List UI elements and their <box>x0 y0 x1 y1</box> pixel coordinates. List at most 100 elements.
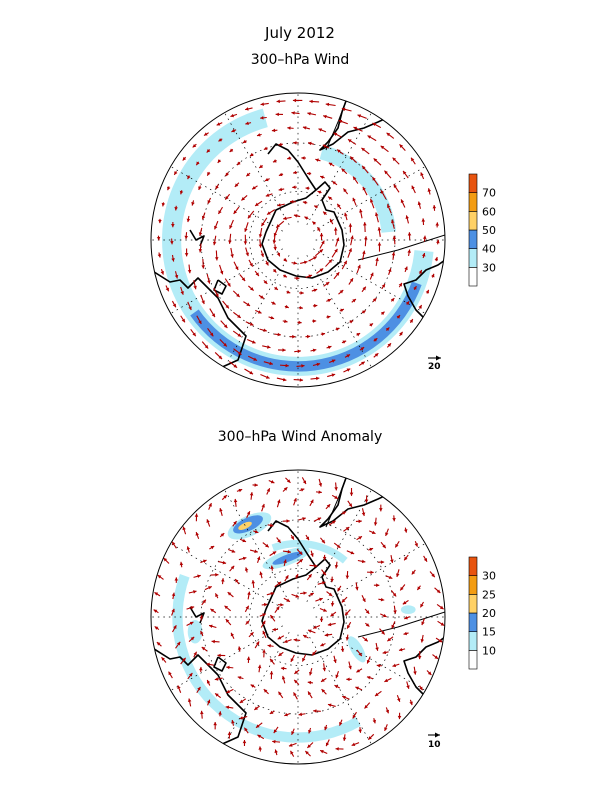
colorbar-tick-label: 10 <box>482 644 496 657</box>
wind-vector <box>225 705 234 710</box>
wind-vector <box>386 204 392 214</box>
wind-vector <box>380 613 387 618</box>
wind-vector <box>286 290 291 294</box>
wind-vector <box>357 114 367 119</box>
wind-vector <box>174 271 179 279</box>
wind-vector <box>206 273 211 284</box>
wind-vector <box>260 250 265 258</box>
colorbar-tick-label: 70 <box>482 187 496 200</box>
wind-vector <box>345 571 350 579</box>
wind-vector <box>294 669 300 675</box>
wind-vector <box>369 198 375 209</box>
wind-vector <box>361 594 366 603</box>
wind-vector <box>179 561 184 568</box>
wind-vector <box>380 145 389 153</box>
wind-vector <box>158 218 162 224</box>
colorbar-tick-label: 40 <box>482 243 496 256</box>
wind-vector <box>407 249 411 257</box>
wind-vector <box>387 636 394 642</box>
wind-vector <box>385 528 389 537</box>
wind-vector <box>297 320 302 325</box>
wind-vector <box>179 190 184 195</box>
wind-vector <box>437 620 445 627</box>
wind-vector <box>278 187 285 192</box>
wind-vector <box>334 561 339 569</box>
wind-vector <box>242 739 247 746</box>
wind-vector <box>187 698 192 707</box>
antarctica-coastline <box>261 181 345 279</box>
wind-vector <box>432 654 439 660</box>
wind-vector <box>335 237 340 247</box>
wind-vector <box>429 571 436 578</box>
wind-vector <box>272 235 277 244</box>
wind-vector <box>193 574 201 578</box>
wind-vector <box>296 364 305 368</box>
wind-vector <box>325 259 333 267</box>
wind-vector <box>432 205 437 211</box>
wind-vector <box>362 636 369 642</box>
wind-vector <box>340 646 345 653</box>
wind-vector <box>343 526 350 532</box>
wind-vector <box>364 608 370 615</box>
wind-vector <box>356 332 361 337</box>
wind-vector <box>258 227 263 238</box>
wind-vector <box>229 565 235 572</box>
wind-vector <box>296 558 304 565</box>
wind-vector <box>334 482 338 491</box>
wind-vector <box>419 685 424 691</box>
wind-vector <box>255 722 263 729</box>
wind-vector <box>310 348 317 353</box>
wind-vector <box>434 587 441 594</box>
wind-vector <box>274 332 281 337</box>
wind-vector <box>272 159 277 163</box>
map-bottom-graticule <box>151 470 445 764</box>
wind-vector <box>392 157 400 165</box>
wind-vector <box>260 116 267 120</box>
shading-patch <box>400 605 416 615</box>
wind-vector <box>332 180 338 186</box>
wind-vector <box>245 321 254 326</box>
wind-vector <box>319 175 325 180</box>
wind-vector <box>212 235 217 246</box>
wind-vector <box>206 148 211 153</box>
wind-vector <box>391 219 395 229</box>
wind-vector <box>206 519 211 527</box>
wind-vector <box>163 557 170 564</box>
wind-vector <box>298 712 306 717</box>
shading-patch <box>238 521 252 530</box>
wind-vector <box>171 625 177 633</box>
map-top-reference-label: 20 <box>428 362 441 372</box>
wind-vector <box>219 264 224 275</box>
wind-vector <box>391 252 396 260</box>
latitude-circle <box>249 191 347 289</box>
wind-vector <box>258 239 263 248</box>
wind-vector <box>245 172 251 177</box>
wind-vector <box>201 212 206 220</box>
wind-vector <box>228 233 232 244</box>
wind-vector <box>393 605 397 614</box>
wind-vector <box>301 654 307 662</box>
wind-vector <box>184 232 189 240</box>
wind-vector <box>319 233 324 240</box>
wind-vector <box>213 287 219 298</box>
wind-vector <box>217 206 223 215</box>
wind-vector <box>327 622 336 627</box>
map-top-title: 300–hPa Wind <box>251 52 350 68</box>
wind-vector <box>352 176 359 184</box>
wind-vector <box>351 742 360 746</box>
wind-vector <box>266 209 276 216</box>
wind-vector <box>186 546 191 553</box>
wind-vector <box>263 280 268 285</box>
wind-vector <box>214 220 219 230</box>
wind-vector <box>225 172 229 177</box>
shading-band <box>172 574 361 743</box>
wind-vector <box>349 320 354 324</box>
wind-vector <box>310 376 320 381</box>
wind-vector <box>292 98 303 103</box>
wind-vector <box>226 665 234 670</box>
wind-vector <box>198 243 203 253</box>
wind-vector <box>265 193 273 197</box>
wind-vector <box>214 593 219 599</box>
wind-vector <box>311 221 316 225</box>
wind-vector <box>404 615 410 620</box>
